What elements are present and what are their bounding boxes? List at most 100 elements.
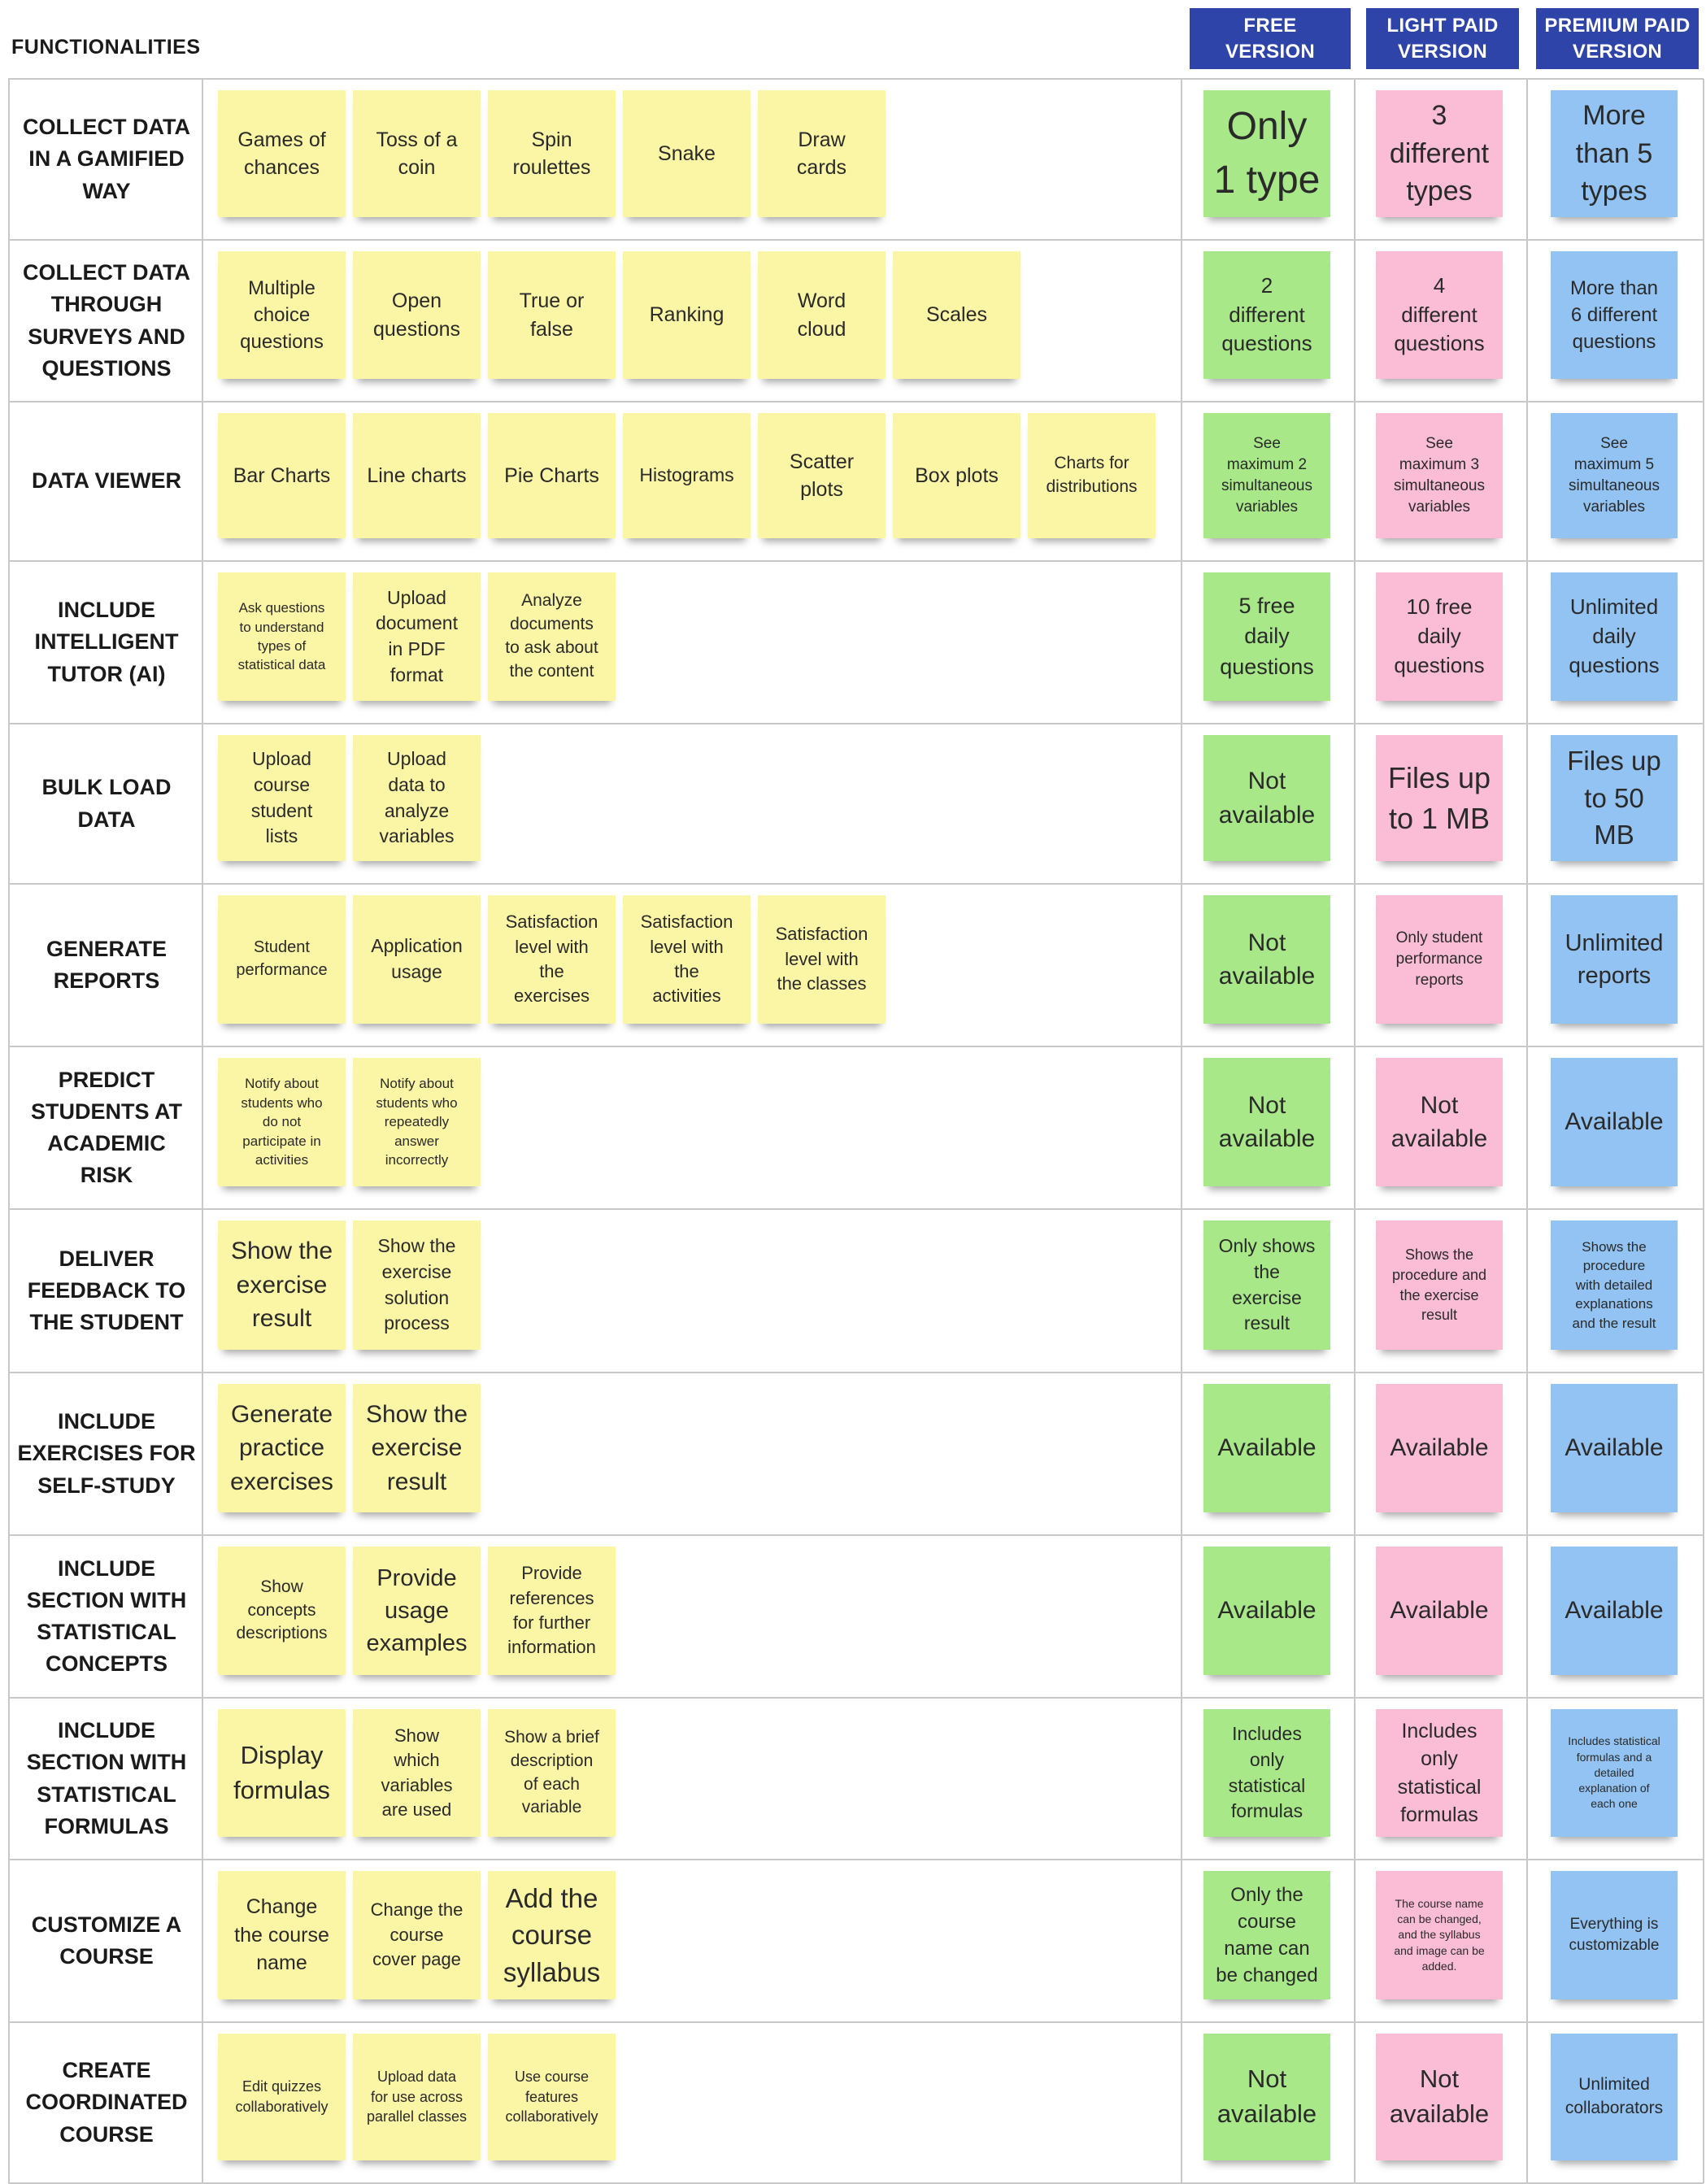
feature-sticky-note: True or false: [488, 251, 616, 379]
light-version-sticky-note: Includes only statistical formulas: [1376, 1709, 1503, 1837]
feature-sticky-note: Draw cards: [758, 90, 886, 217]
column-divider: [1703, 79, 1704, 2183]
column-divider: [1526, 79, 1528, 2183]
functionality-label: INCLUDE EXERCISES FOR SELF-STUDY: [17, 1409, 196, 1498]
free-version-sticky-note: Not available: [1203, 895, 1330, 1024]
feature-sticky-note: Change the course name: [218, 1871, 346, 1999]
feature-sticky-note: Notify about students who do not partici…: [218, 1058, 346, 1186]
row-divider: [8, 883, 1704, 885]
feature-sticky-note: Upload data for use across parallel clas…: [353, 2034, 481, 2160]
feature-sticky-note: Upload data to analyze variables: [353, 735, 481, 861]
functionality-label: INCLUDE SECTION WITH STATISTICAL FORMULA…: [26, 1718, 187, 1838]
column-divider: [1181, 79, 1182, 2183]
feature-sticky-note: Histograms: [623, 413, 751, 538]
feature-sticky-note: Games of chances: [218, 90, 346, 217]
free-version-sticky-note: Only 1 type: [1203, 90, 1330, 217]
feature-sticky-note: Show the exercise solution process: [353, 1220, 481, 1350]
light-version-sticky-note: See maximum 3 simultaneous variables: [1376, 413, 1503, 538]
feature-sticky-note: Toss of a coin: [353, 90, 481, 217]
light-version-sticky-note: 4 different questions: [1376, 251, 1503, 379]
feature-sticky-note: Satisfaction level with the activities: [623, 895, 751, 1024]
functionality-label: COLLECT DATA THROUGH SURVEYS AND QUESTIO…: [23, 260, 190, 381]
light-version-sticky-note: 3 different types: [1376, 90, 1503, 217]
free-version-sticky-note: Only shows the exercise result: [1203, 1220, 1330, 1350]
feature-sticky-note: Scales: [893, 251, 1021, 379]
row-divider: [8, 239, 1704, 241]
feature-sticky-note: Scatter plots: [758, 413, 886, 538]
premium-paid-version-header: PREMIUM PAID VERSION: [1536, 8, 1699, 69]
feature-sticky-note: Bar Charts: [218, 413, 346, 538]
row-divider: [8, 1697, 1704, 1699]
feature-sticky-note: Student performance: [218, 895, 346, 1024]
feature-sticky-note: Open questions: [353, 251, 481, 379]
row-divider: [8, 1534, 1704, 1536]
feature-sticky-note: Add the course syllabus: [488, 1871, 616, 1999]
premium-version-sticky-note: Includes statistical formulas and a deta…: [1551, 1709, 1678, 1837]
premium-version-sticky-note: Unlimited daily questions: [1551, 572, 1678, 701]
feature-sticky-note: Show which variables are used: [353, 1709, 481, 1837]
premium-version-sticky-note: Files up to 50 MB: [1551, 735, 1678, 861]
feature-sticky-note: Provide references for further informati…: [488, 1547, 616, 1675]
free-version-sticky-note: Not available: [1203, 1058, 1330, 1186]
feature-sticky-note: Satisfaction level with the exercises: [488, 895, 616, 1024]
premium-version-sticky-note: Everything is customizable: [1551, 1871, 1678, 1999]
light-version-sticky-note: Only student performance reports: [1376, 895, 1503, 1024]
premium-version-sticky-note: More than 5 types: [1551, 90, 1678, 217]
light-version-sticky-note: 10 free daily questions: [1376, 572, 1503, 701]
row-divider: [8, 78, 1704, 80]
feature-sticky-note: Edit quizzes collaboratively: [218, 2034, 346, 2160]
column-divider: [202, 79, 203, 2183]
feature-sticky-note: Line charts: [353, 413, 481, 538]
feature-sticky-note: Upload document in PDF format: [353, 572, 481, 701]
free-version-sticky-note: See maximum 2 simultaneous variables: [1203, 413, 1330, 538]
free-version-sticky-note: Includes only statistical formulas: [1203, 1709, 1330, 1837]
feature-sticky-note: Display formulas: [218, 1709, 346, 1837]
light-version-sticky-note: Available: [1376, 1384, 1503, 1512]
feature-sticky-note: Word cloud: [758, 251, 886, 379]
row-divider: [8, 1046, 1704, 1047]
premium-version-sticky-note: Unlimited collaborators: [1551, 2034, 1678, 2160]
feature-sticky-note: Multiple choice questions: [218, 251, 346, 379]
row-divider: [8, 401, 1704, 402]
feature-sticky-note: Show concepts descriptions: [218, 1547, 346, 1675]
free-version-sticky-note: 5 free daily questions: [1203, 572, 1330, 701]
feature-sticky-note: Provide usage examples: [353, 1547, 481, 1675]
free-version-sticky-note: Available: [1203, 1547, 1330, 1675]
feature-sticky-note: Generate practice exercises: [218, 1384, 346, 1512]
premium-version-sticky-note: See maximum 5 simultaneous variables: [1551, 413, 1678, 538]
premium-version-sticky-note: Available: [1551, 1384, 1678, 1512]
free-version-sticky-note: Available: [1203, 1384, 1330, 1512]
functionality-label: INCLUDE SECTION WITH STATISTICAL CONCEPT…: [26, 1555, 187, 1677]
row-divider: [8, 2021, 1704, 2023]
feature-sticky-note: Upload course student lists: [218, 735, 346, 861]
feature-sticky-note: Application usage: [353, 895, 481, 1024]
feature-sticky-note: Charts for distributions: [1028, 413, 1155, 538]
light-paid-version-header: LIGHT PAID VERSION: [1366, 8, 1519, 69]
light-version-sticky-note: The course name can be changed, and the …: [1376, 1871, 1503, 1999]
functionality-label: DELIVER FEEDBACK TO THE STUDENT: [27, 1246, 186, 1335]
premium-version-sticky-note: Available: [1551, 1547, 1678, 1675]
functionalities-heading: FUNCTIONALITIES: [11, 36, 201, 59]
column-divider: [1354, 79, 1356, 2183]
functionality-label: CUSTOMIZE A COURSE: [31, 1912, 182, 1969]
free-version-sticky-note: Not available: [1203, 735, 1330, 861]
functionality-label: DATA VIEWER: [32, 468, 181, 494]
feature-sticky-note: Show a brief description of each variabl…: [488, 1709, 616, 1837]
functionality-label: GENERATE REPORTS: [46, 936, 167, 993]
functionality-label: BULK LOAD DATA: [41, 775, 172, 832]
feature-sticky-note: Notify about students who repeatedly ans…: [353, 1058, 481, 1186]
feature-sticky-note: Show the exercise result: [218, 1220, 346, 1350]
feature-sticky-note: Analyze documents to ask about the conte…: [488, 572, 616, 701]
light-version-sticky-note: Not available: [1376, 1058, 1503, 1186]
functionality-label: CREATE COORDINATED COURSE: [25, 2058, 188, 2147]
premium-version-sticky-note: More than 6 different questions: [1551, 251, 1678, 379]
light-version-sticky-note: Not available: [1376, 2034, 1503, 2160]
functionality-label: INCLUDE INTELLIGENT TUTOR (AI): [34, 598, 179, 686]
light-version-sticky-note: Available: [1376, 1547, 1503, 1675]
free-version-sticky-note: Not available: [1203, 2034, 1330, 2160]
row-divider: [8, 1372, 1704, 1373]
row-divider: [8, 723, 1704, 724]
feature-sticky-note: Ask questions to understand types of sta…: [218, 572, 346, 701]
feature-sticky-note: Ranking: [623, 251, 751, 379]
